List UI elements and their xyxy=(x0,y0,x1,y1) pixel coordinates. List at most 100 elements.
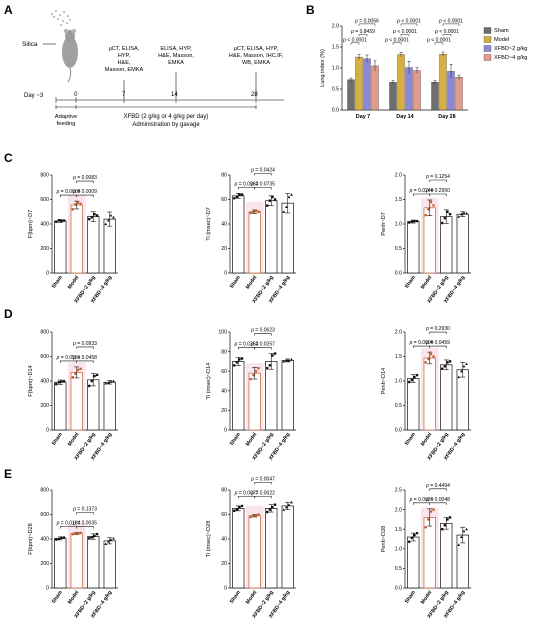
data-point xyxy=(74,532,77,536)
data-point xyxy=(254,369,258,373)
y-tick-label: 0.0 xyxy=(395,271,402,277)
y-tick-label: 400 xyxy=(40,537,49,543)
y-tick-label: 0.0 xyxy=(332,108,339,114)
bar xyxy=(405,67,413,111)
data-point xyxy=(90,379,94,383)
p-value-label: p = 0.0035 xyxy=(72,521,97,527)
bar xyxy=(103,540,116,589)
data-point xyxy=(287,195,291,199)
y-tick-label: 80 xyxy=(221,349,227,355)
y-tick-label: 1.0 xyxy=(395,222,402,228)
p-value-label: p = 0.0458 xyxy=(72,355,97,361)
data-point xyxy=(446,210,449,213)
data-point xyxy=(90,535,94,539)
day-0: 0 xyxy=(74,92,78,98)
data-point xyxy=(462,529,466,533)
legend-label: XFBD~2 g/kg xyxy=(494,46,527,52)
significance-bracket xyxy=(358,34,368,37)
bar xyxy=(389,82,397,111)
data-point xyxy=(268,199,272,202)
data-point xyxy=(257,210,260,214)
y-axis-label: F(bpm)~D28 xyxy=(28,523,34,555)
data-point xyxy=(109,214,113,217)
charts-layer: 0.0 0.5 1.0 1.5 2.0 Lung index (%) Day 7 p < 0.… xyxy=(28,18,527,619)
y-tick-label: 40 xyxy=(221,222,227,228)
y-tick-label: 2.0 xyxy=(395,173,402,179)
bar xyxy=(54,381,67,431)
data-point xyxy=(76,201,80,204)
p-value-label: p = 0.0249 xyxy=(409,188,434,194)
panel-label-c: C xyxy=(4,151,13,165)
bar xyxy=(440,522,453,589)
d7-tests-1: μCT, ELISA, xyxy=(109,46,140,52)
x-tick-label: Model xyxy=(67,274,81,290)
significance-bracket xyxy=(76,360,94,363)
bar xyxy=(440,216,453,274)
x-tick-label: Sham xyxy=(229,274,242,289)
legend-swatch xyxy=(483,27,492,34)
bar xyxy=(423,357,436,431)
x-tick-label: Model xyxy=(67,431,81,447)
data-point xyxy=(407,380,411,384)
day-prefix: Day ~3 xyxy=(24,93,44,99)
bar xyxy=(281,505,294,589)
data-point xyxy=(109,538,113,541)
y-tick-label: 1.0 xyxy=(395,547,402,553)
y-tick-label: 20 xyxy=(221,561,227,567)
data-point xyxy=(271,354,274,357)
bar xyxy=(70,204,83,274)
data-point xyxy=(240,504,244,508)
data-point xyxy=(235,508,239,511)
data-point xyxy=(457,543,461,546)
bar xyxy=(248,372,261,431)
data-point xyxy=(410,378,414,382)
x-tick-label: Sham xyxy=(404,589,417,604)
x-tick-label: Sham xyxy=(229,589,242,604)
y-axis-label: Penh~D7 xyxy=(381,212,387,235)
bar xyxy=(355,56,363,111)
y-tick-label: 0 xyxy=(224,428,227,434)
d7-tests-3: H&E, xyxy=(117,60,131,66)
y-tick-label: 2.0 xyxy=(395,507,402,513)
rat-icon xyxy=(62,28,78,83)
x-tick-label: Day 14 xyxy=(396,114,413,120)
d14-tests-1: ELISA, HYP, xyxy=(160,46,192,52)
p-value-label: p = 0.0083 xyxy=(72,175,97,181)
data-point xyxy=(266,367,269,370)
x-tick-label: Model xyxy=(420,274,434,290)
data-point xyxy=(465,527,468,531)
data-point xyxy=(95,532,99,536)
data-point xyxy=(249,515,253,519)
significance-bracket xyxy=(254,187,272,190)
y-axis-label: F(bpm)~D7 xyxy=(28,210,34,238)
data-point xyxy=(273,198,277,201)
p-value-label: p = 0.0022 xyxy=(250,490,275,496)
timeline-panel: Silica Day ~3 0 7 14 28 μCT, ELISA, HYP,… xyxy=(22,10,284,128)
y-tick-label: 0.5 xyxy=(395,566,402,572)
p-value-label: p = 0.2930 xyxy=(425,326,450,332)
data-point xyxy=(268,508,272,511)
data-point xyxy=(71,532,75,536)
p-value-label: p = 0.0551 xyxy=(56,355,81,361)
p-value-label: p = 0.0021 xyxy=(409,497,434,503)
significance-bracket xyxy=(237,347,256,350)
data-point xyxy=(74,203,77,206)
panel-label-a: A xyxy=(4,3,13,17)
y-tick-label: 0 xyxy=(46,586,49,592)
data-point xyxy=(79,202,82,206)
data-point xyxy=(443,216,447,220)
data-point xyxy=(459,535,463,539)
y-tick-label: 800 xyxy=(40,488,49,494)
y-tick-label: 1.5 xyxy=(395,197,402,203)
bar xyxy=(265,361,278,431)
x-tick-label: Sham xyxy=(51,274,64,289)
d28-tests-1: μCT, ELISA, HYP, xyxy=(234,46,279,52)
p-value-label: p = 0.0424 xyxy=(250,167,275,173)
data-point xyxy=(88,217,91,221)
bar xyxy=(265,200,278,274)
data-point xyxy=(104,222,108,226)
